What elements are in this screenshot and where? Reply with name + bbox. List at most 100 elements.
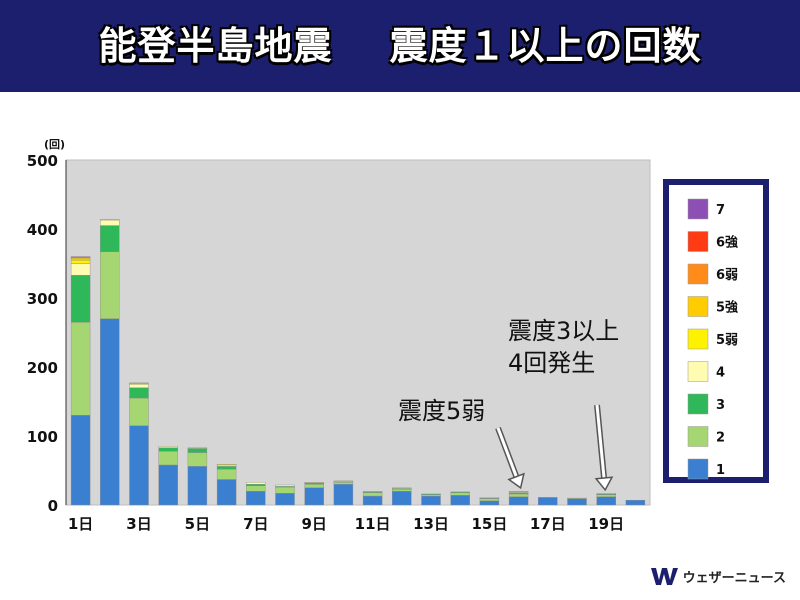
legend-label-7: 7 [716, 203, 725, 218]
bar-1日-level-4 [70, 263, 91, 276]
x-tick-label-17日: 17日 [530, 515, 566, 533]
legend-swatch-5弱 [687, 328, 709, 350]
bar-1日-level-5強 [70, 257, 91, 261]
bar-15日-level-2 [479, 498, 500, 502]
title-right: 震度１以上の回数 [389, 24, 702, 68]
bar-15日-level-1 [479, 500, 500, 506]
bar-12日-level-2 [392, 488, 412, 492]
bar-12日-level-1 [392, 491, 412, 506]
bar-10日-level-4 [333, 480, 354, 482]
bar-11日-level-1 [362, 495, 383, 506]
bar-7日-level-2 [246, 485, 266, 492]
bar-7日-level-4 [246, 482, 266, 485]
bar-9日-level-4 [304, 482, 324, 484]
bar-3日-level-2 [129, 397, 149, 426]
title-banner [0, 0, 800, 92]
bar-16日-level-3 [508, 492, 529, 495]
annotation-text-shindo-5-weak: 震度5弱 [398, 397, 485, 425]
legend-label-2: 2 [716, 431, 725, 446]
bar-6日-level-5弱 [216, 464, 237, 466]
legend-swatch-7 [687, 198, 709, 220]
bar-10日-level-1 [333, 484, 354, 506]
bar-2日-level-3 [100, 225, 120, 252]
legend-swatch-6強 [687, 231, 709, 252]
annotation-arrow-shindo-5-weak [495, 426, 525, 490]
bar-14日-level-2 [450, 492, 470, 496]
bar-19日-level-4 [596, 493, 616, 495]
annotation-text-shindo-3-line-1: 震度3以上 [508, 317, 619, 345]
bar-9日-level-1 [304, 487, 324, 506]
bar-18日-level-1 [567, 498, 587, 506]
bar-17日-level-1 [538, 497, 558, 506]
bar-19日-level-1 [596, 496, 616, 506]
bar-2日-level-2 [100, 251, 120, 319]
y-tick-label-300: 300 [27, 290, 58, 308]
bar-4日-level-2 [158, 450, 178, 466]
bar-3日-level-5強 [129, 382, 149, 384]
legend-label-5強: 5強 [716, 300, 738, 316]
bar-9日-level-2 [304, 484, 324, 488]
y-unit-label: (回) [44, 137, 65, 151]
x-tick-label-1日: 1日 [68, 515, 93, 533]
bar-16日-level-1 [508, 496, 529, 506]
bar-14日-level-3 [450, 491, 470, 493]
bar-1日-level-3 [70, 275, 91, 323]
bar-3日-level-1 [129, 425, 149, 506]
legend-label-4: 4 [716, 366, 725, 381]
annotation-text-shindo-3-line-2: 4回発生 [508, 349, 595, 377]
legend-swatch-4 [687, 361, 709, 382]
bar-5日-level-4 [187, 447, 208, 449]
bar-11日-level-2 [362, 492, 383, 497]
x-tick-label-15日: 15日 [471, 515, 507, 533]
bar-6日-level-1 [216, 479, 237, 506]
legend-label-5弱: 5弱 [716, 332, 738, 348]
bar-13日-level-1 [421, 495, 441, 506]
bar-11日-level-4 [362, 491, 383, 493]
page-title: 能登半島地震 震度１以上の回数 [0, 0, 800, 92]
bar-2日-level-1 [100, 318, 120, 506]
bar-5日-level-2 [187, 452, 208, 467]
x-tick-label-7日: 7日 [243, 515, 268, 533]
y-tick-label-100: 100 [27, 428, 58, 446]
logo-text: ウェザーニュース [682, 570, 786, 586]
bar-7日-level-1 [246, 491, 266, 506]
bar-8日-level-1 [275, 493, 295, 506]
legend-swatch-6弱 [687, 263, 709, 285]
bar-6日-level-4 [216, 464, 237, 467]
legend-box [663, 179, 769, 483]
y-tick-label-400: 400 [27, 221, 58, 239]
bar-1日-level-1 [70, 415, 91, 506]
bar-19日-level-2 [596, 494, 616, 497]
y-tick-label-200: 200 [27, 359, 58, 377]
bar-3日-level-3 [129, 387, 149, 399]
bar-13日-level-2 [421, 494, 441, 497]
x-tick-label-19日: 19日 [588, 515, 624, 533]
legend-label-3: 3 [716, 398, 725, 413]
legend-label-6強: 6強 [716, 235, 738, 251]
wn-logo-icon [650, 568, 678, 585]
bar-7日-level-3 [246, 484, 266, 486]
bar-1日-level-2 [70, 321, 91, 416]
legend-swatch-1 [687, 458, 709, 480]
bar-20日-level-1 [625, 499, 646, 506]
bar-6日-level-3 [216, 466, 237, 470]
bar-4日-level-3 [158, 447, 178, 452]
legend-swatch-3 [687, 393, 709, 415]
bar-16日-level-2 [508, 493, 529, 497]
y-tick-label-500: 500 [27, 152, 58, 170]
x-tick-label-13日: 13日 [413, 515, 449, 533]
bar-4日-level-1 [158, 464, 178, 506]
bar-2日-level-5弱 [100, 219, 120, 221]
bar-10日-level-2 [333, 482, 354, 485]
y-tick-label-0: 0 [48, 497, 58, 515]
bar-14日-level-1 [450, 495, 470, 506]
bar-15日-level-4 [479, 497, 500, 499]
bar-1日-level-7 [70, 256, 91, 258]
bar-12日-level-4 [392, 487, 412, 489]
legend-label-1: 1 [716, 463, 725, 478]
bar-5日-level-1 [187, 466, 208, 506]
bar-8日-level-2 [275, 486, 295, 494]
annotation-arrow-shindo-3-plus [594, 404, 614, 492]
bar-4日-level-4 [158, 446, 178, 448]
